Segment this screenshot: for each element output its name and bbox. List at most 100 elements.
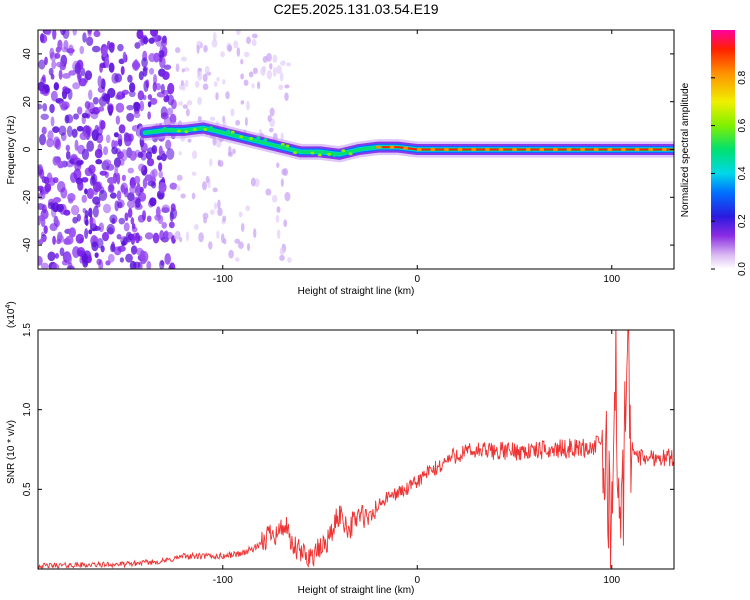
noise-blob [81,67,86,77]
sparse-noise-blob [230,108,235,117]
noise-blob [40,34,48,44]
noise-blob [160,83,165,94]
noise-blob [100,245,105,253]
sparse-noise-blob [250,177,256,187]
noise-blob [85,125,91,135]
noise-blob [142,67,148,77]
noise-blob [67,192,76,202]
sparse-noise-blob [223,238,227,245]
noise-blob [167,82,175,95]
noise-blob [86,36,94,47]
snr-y-multiplier-base: (x10 [6,308,17,328]
ridge-spot [317,153,322,157]
noise-blob [94,252,99,259]
sparse-noise-blob [276,162,280,168]
sparse-noise-blob [217,199,221,210]
ridge-spot [310,151,315,155]
noise-blob [79,132,88,141]
noise-blob [159,230,165,241]
noise-blob [115,102,125,113]
ridge-peak [512,147,517,152]
noise-blob [116,172,121,185]
noise-blob [69,172,78,183]
noise-blob [47,251,56,262]
noise-blob [81,176,89,183]
noise-blob [65,150,71,160]
sparse-noise-blob [180,80,184,86]
noise-blob [56,180,66,193]
noise-blob [137,90,145,101]
noise-blob [158,50,165,58]
noise-blob [115,94,122,100]
noise-blob [100,120,106,130]
noise-blob [79,45,85,55]
noise-blob [49,47,55,59]
spectrogram-x-tick-label: -100 [213,274,233,285]
noise-blob [126,112,135,122]
sparse-noise-blob [175,47,181,54]
ridge-peak [580,147,585,152]
noise-blob [56,234,65,244]
noise-blob [59,247,65,257]
noise-blob [67,262,73,269]
ridge-spot [303,151,308,155]
sparse-noise-blob [201,181,207,191]
noise-blob [117,201,123,209]
spectrogram-panel: -100 0 100 -40 -20 0 20 40 Height of straight l… [6,29,675,297]
noise-blob [52,30,57,40]
sparse-noise-blob [233,40,239,49]
noise-blob [129,82,136,93]
noise-blob [138,235,143,242]
sparse-noise-blob [196,44,200,55]
snr-frame [37,329,675,570]
noise-blob [38,239,44,245]
noise-blob [91,45,101,53]
ridge-spot [239,135,244,139]
snr-y-multiplier-exp: 4 [5,305,12,309]
noise-blob [70,204,80,216]
sparse-noise-blob [182,104,188,109]
noise-blob [161,221,168,229]
spectrogram-y-label: Frequency (Hz) [6,116,17,185]
noise-blob [164,230,169,240]
spectrogram-y-tick-label: 20 [22,96,33,108]
noise-blob [81,194,88,203]
noise-blob [38,255,43,266]
ridge-peak [416,147,422,152]
noise-blob [115,115,121,125]
sparse-noise-blob [235,30,241,36]
sparse-noise-blob [280,178,284,187]
noise-blob [127,192,135,202]
ridge-spot [341,149,346,153]
noise-blob [117,43,124,52]
sparse-noise-blob [283,219,288,228]
spectrogram-axes: -100 0 100 -40 -20 0 20 40 [22,30,674,285]
sparse-noise-blob [212,32,217,42]
noise-blob [130,217,135,225]
noise-blob [163,95,169,103]
noise-blob [64,114,70,124]
ridge-spot [263,138,268,142]
ridge-peak [552,147,558,152]
sparse-noise-blob [268,127,274,133]
noise-blob [107,176,116,184]
noise-blob [72,30,78,36]
noise-blob [47,130,54,141]
sparse-noise-blob [176,174,183,181]
sparse-noise-blob [202,83,209,91]
ridge-spot [176,129,181,133]
ridge-peak [471,147,477,152]
noise-blob [71,128,78,138]
sparse-noise-blob [232,148,236,155]
sparse-noise-blob [284,92,289,102]
sparse-noise-blob [215,92,219,101]
noise-blob [131,223,136,230]
noise-blob [146,147,156,154]
noise-blob [82,32,87,43]
noise-blob [88,207,93,218]
sparse-noise-blob [240,222,245,232]
noise-blob [50,116,55,127]
noise-blob [111,146,118,155]
noise-blob [98,259,104,269]
noise-blob [68,44,74,56]
